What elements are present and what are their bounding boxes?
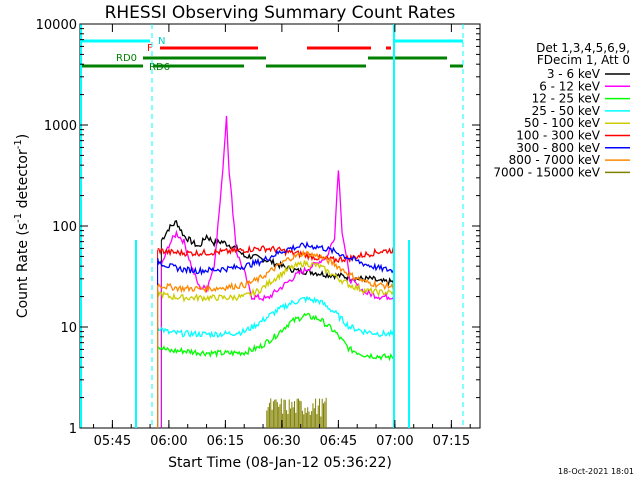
series-line-0	[160, 220, 395, 287]
series-line-2	[157, 312, 396, 362]
legend-label: 25 - 50 keV	[532, 104, 601, 118]
legend-label: 300 - 800 keV	[516, 141, 600, 155]
legend-label: 12 - 25 keV	[532, 92, 601, 106]
x-tick-label: 06:00	[150, 434, 187, 449]
legend-title-1: Det 1,3,4,5,6,9,	[536, 41, 630, 55]
x-tick-label: 07:15	[433, 434, 470, 449]
series-line-1	[160, 115, 395, 302]
flag-label-f: F	[147, 43, 153, 54]
series-line-3	[156, 295, 396, 339]
legend-title-2: FDecim 1, Att 0	[537, 53, 630, 67]
series-line-4	[156, 260, 396, 303]
legend-label: 100 - 300 keV	[516, 129, 600, 143]
y-tick-label: 10000	[36, 18, 77, 33]
flag-label-rd0: RD0	[116, 53, 137, 64]
series-8	[266, 397, 327, 428]
x-tick-label: 06:15	[207, 434, 244, 449]
series-line-6	[156, 240, 395, 276]
flag-label-rd6: RD6	[149, 62, 170, 73]
x-tick-label: 06:45	[320, 434, 357, 449]
legend: Det 1,3,4,5,6,9, FDecim 1, Att 0 3 - 6 k…	[493, 41, 630, 179]
x-tick-label: 07:00	[376, 434, 413, 449]
plot-frame	[79, 23, 481, 429]
x-axis: 05:45 06:00 06:15 06:30 06:45 07:00 07:15	[93, 24, 471, 449]
y-axis: 1 10 100 1000 10000	[36, 18, 480, 437]
y-tick-label: 1	[69, 422, 77, 437]
legend-label: 3 - 6 keV	[547, 67, 601, 81]
y-tick-label: 10	[60, 321, 77, 336]
x-tick-label: 05:45	[94, 434, 131, 449]
legend-label: 7000 - 15000 keV	[493, 165, 600, 179]
series-line-7	[156, 249, 396, 294]
time-markers	[80, 24, 464, 428]
chart-title: RHESSI Observing Summary Count Rates	[105, 3, 456, 23]
legend-label: 50 - 100 keV	[524, 116, 601, 130]
observing-flags: N F RD0 RD6	[82, 36, 463, 73]
y-tick-label: 100	[52, 220, 77, 235]
x-tick-label: 06:30	[263, 434, 300, 449]
series-layer	[156, 115, 396, 428]
legend-label: 6 - 12 keV	[539, 79, 601, 93]
footer-date: 18-Oct-2021 18:01	[558, 467, 634, 476]
x-axis-title: Start Time (08-Jan-12 05:36:22)	[168, 455, 392, 471]
y-tick-label: 1000	[44, 119, 77, 134]
legend-label: 800 - 7000 keV	[509, 153, 601, 167]
y-axis-title: Count Rate (s-1 detector-1)	[13, 134, 31, 318]
flag-label-n: N	[158, 36, 165, 47]
